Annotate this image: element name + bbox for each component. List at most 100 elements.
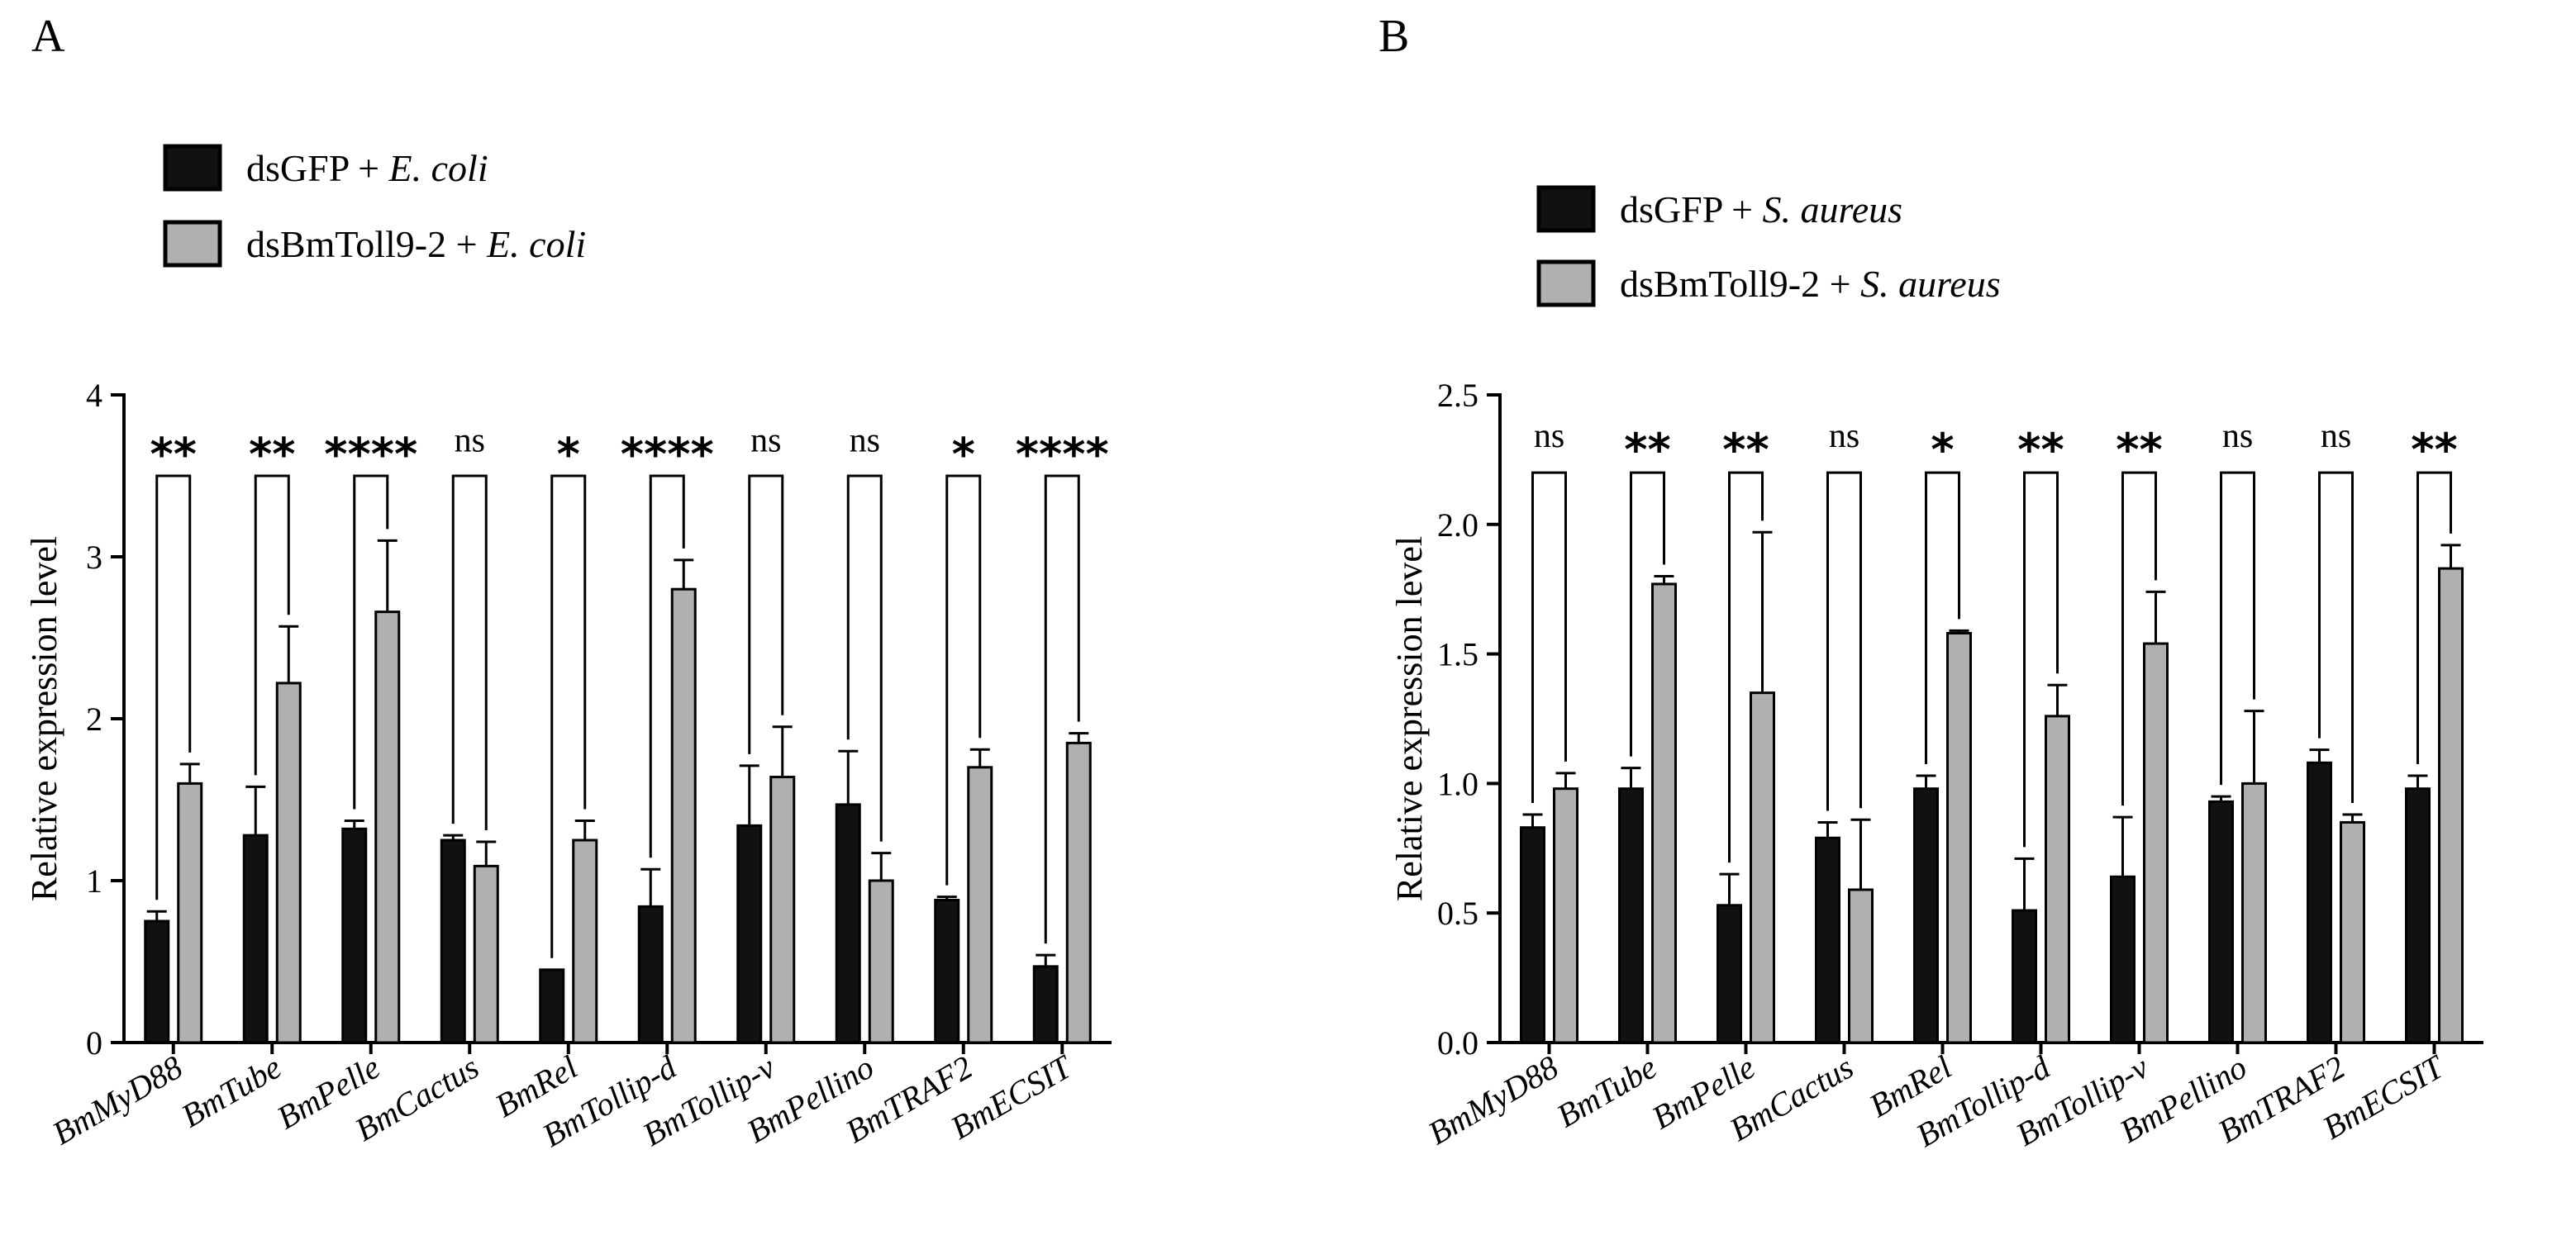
bar-knockdown-BmTollip-v: [2143, 642, 2169, 1044]
bar-knockdown-BmECSIT: [1065, 741, 1092, 1044]
legend-label-2: dsBmToll9-2 + E. coli: [246, 223, 586, 265]
significance-label: **: [2017, 424, 2064, 476]
bar-knockdown-BmTollip-d: [2045, 715, 2070, 1044]
significance-bracket: [1728, 471, 1764, 863]
bar-control-BmECSIT: [1032, 965, 1059, 1044]
bar-control-BmTRAF2: [2307, 761, 2332, 1044]
y-axis-title: Relative expression level: [24, 536, 64, 901]
panel-letter: B: [1378, 11, 1409, 62]
y-tick-label: 0.5: [1437, 895, 1478, 932]
panel-letter: A: [31, 11, 65, 62]
significance-label: **: [1624, 424, 1670, 476]
significance-label: ns: [750, 421, 781, 459]
bar-knockdown-BmRel: [1946, 632, 1972, 1044]
y-tick-label: 1: [86, 862, 102, 900]
legend-label-organism: S. aureus: [1763, 188, 1903, 230]
significance-bracket: [451, 474, 488, 830]
significance-bracket: [945, 474, 982, 886]
bar-control-BmCactus: [440, 839, 466, 1044]
bar-control-BmTollip-v: [2110, 875, 2136, 1044]
bar-knockdown-BmTube: [1651, 582, 1677, 1044]
legend-label-organism: E. coli: [486, 223, 586, 265]
bar-knockdown-BmTollip-d: [670, 587, 697, 1044]
y-tick-label: 0.0: [1437, 1024, 1478, 1062]
y-tick-label: 2: [86, 701, 102, 738]
bar-control-BmMyD88: [144, 919, 170, 1044]
significance-bracket: [2318, 471, 2354, 804]
significance-bracket: [748, 474, 784, 754]
significance-label: ns: [455, 421, 485, 459]
significance-label: ****: [1016, 428, 1109, 480]
bar-control-BmPellino: [835, 803, 861, 1044]
significance-label: *: [1931, 424, 1954, 476]
bar-control-BmECSIT: [2405, 787, 2431, 1044]
legend-label-organism: S. aureus: [1860, 263, 2001, 305]
bar-control-BmTube: [242, 834, 269, 1044]
bar-knockdown-BmTollip-v: [769, 776, 796, 1044]
y-tick-label: 3: [86, 539, 102, 576]
y-tick-label: 1.0: [1437, 765, 1478, 802]
significance-label: **: [1722, 424, 1769, 476]
bar-control-BmPelle: [1717, 904, 1742, 1044]
significance-bracket: [353, 474, 389, 810]
significance-bracket: [2416, 471, 2452, 764]
bar-control-BmPellino: [2208, 800, 2234, 1044]
bar-control-BmTollip-d: [637, 905, 664, 1044]
y-tick-label: 0: [86, 1024, 102, 1062]
bar-control-BmRel: [1913, 787, 1939, 1044]
bar-control-BmCactus: [1815, 836, 1840, 1044]
significance-label: ns: [1534, 417, 1564, 455]
bar-control-BmMyD88: [1520, 826, 1545, 1044]
significance-bracket: [649, 474, 685, 858]
significance-label: ****: [324, 428, 417, 480]
bar-knockdown-BmECSIT: [2438, 567, 2464, 1044]
y-axis-title: Relative expression level: [1389, 536, 1430, 901]
significance-bracket: [1925, 471, 1960, 764]
legend-label-organism: E. coli: [388, 147, 488, 189]
legend-label-prefix: dsBmToll9-2 +: [1620, 263, 1860, 305]
significance-label: ****: [621, 428, 714, 480]
bar-control-BmTollip-d: [2012, 909, 2037, 1044]
significance-bracket: [1531, 471, 1567, 804]
bar-knockdown-BmPellino: [2241, 782, 2267, 1044]
significance-label: ns: [2321, 417, 2351, 455]
significance-label: ns: [2222, 417, 2253, 455]
y-tick-label: 1.5: [1437, 636, 1478, 673]
y-tick-label: 2.0: [1437, 506, 1478, 544]
legend-swatch-1: [1536, 185, 1596, 233]
y-tick-label: 4: [86, 377, 102, 414]
legend-label-prefix: dsGFP +: [1620, 188, 1763, 230]
bar-knockdown-BmCactus: [1848, 888, 1874, 1044]
bar-control-BmTRAF2: [934, 899, 960, 1044]
bar-knockdown-BmPellino: [868, 879, 894, 1044]
significance-bracket: [1630, 471, 1665, 757]
significance-label: **: [2116, 424, 2162, 476]
x-tick-label: BmMyD88: [1421, 1048, 1564, 1152]
legend-label-prefix: dsBmToll9-2 +: [246, 223, 487, 265]
bar-knockdown-BmCactus: [473, 864, 499, 1044]
significance-bracket: [155, 474, 192, 900]
significance-bracket: [1826, 471, 1862, 811]
legend-label-1: dsGFP + S. aureus: [1620, 188, 1902, 230]
significance-label: *: [557, 428, 580, 480]
legend-swatch-2: [163, 220, 222, 268]
bar-knockdown-BmRel: [572, 839, 598, 1044]
bar-knockdown-BmTRAF2: [967, 766, 993, 1044]
x-tick-label: BmMyD88: [46, 1048, 189, 1152]
bar-knockdown-BmTube: [275, 682, 302, 1044]
bar-knockdown-BmMyD88: [177, 782, 203, 1044]
legend-label-2: dsBmToll9-2 + S. aureus: [1620, 263, 2001, 305]
legend-swatch-1: [163, 144, 222, 192]
significance-label: ns: [1829, 417, 1859, 455]
bar-knockdown-BmMyD88: [1553, 787, 1578, 1044]
significance-label: *: [952, 428, 975, 480]
x-tick-label: BmTube: [175, 1048, 288, 1135]
legend-label-1: dsGFP + E. coli: [246, 147, 488, 189]
significance-bracket: [846, 474, 883, 842]
bar-control-BmTollip-v: [736, 824, 763, 1044]
significance-label: **: [2411, 424, 2457, 476]
bar-control-BmRel: [539, 968, 565, 1044]
